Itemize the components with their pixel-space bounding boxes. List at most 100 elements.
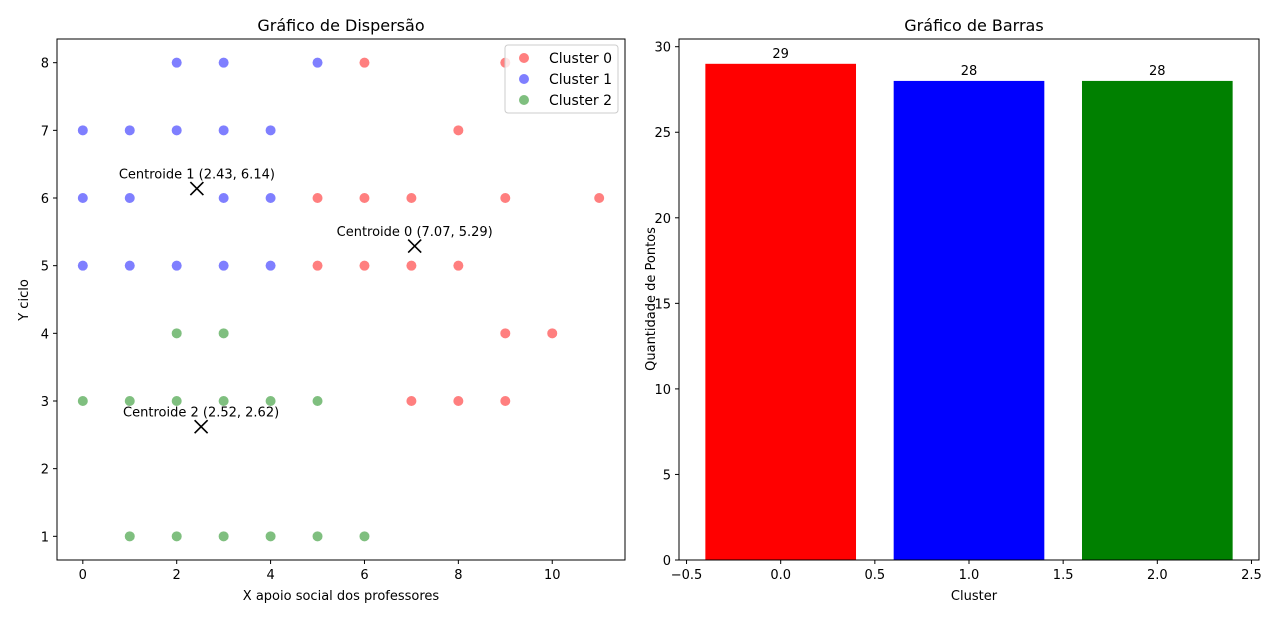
scatter-point-cluster-2 [312,531,323,542]
bar-y-axis-label: Quantidade de Pontos [644,227,659,371]
scatter-point-cluster-2 [171,531,182,542]
scatter-point-cluster-2 [124,531,135,542]
scatter-point-cluster-0 [359,193,370,204]
centroid-marker-2 [194,419,209,434]
bar-x-tick-label: 2.5 [1241,568,1262,583]
scatter-point-cluster-1 [218,193,229,204]
scatter-point-cluster-1 [218,125,229,136]
bar-x-tick-label: 1.0 [959,568,980,583]
scatter-point-cluster-0 [500,328,511,339]
bar-y-tick-label: 15 [654,297,671,312]
scatter-point-cluster-1 [218,260,229,271]
scatter-point-cluster-0 [312,193,323,204]
legend-marker-cluster-2 [519,95,529,105]
scatter-y-tick-label: 3 [41,395,49,410]
centroid-label-0: Centroide 0 (7.07, 5.29) [337,225,493,240]
bar-y-tick-label: 25 [654,126,671,141]
scatter-point-cluster-0 [406,193,417,204]
scatter-point-cluster-1 [124,260,135,271]
scatter-x-tick-label: 6 [360,568,368,583]
bar-y-tick-label: 30 [654,41,671,56]
legend-label-cluster-1: Cluster 1 [549,72,612,88]
scatter-chart: Gráfico de Dispersão Centroide 0 (7.07, … [17,16,626,604]
scatter-point-cluster-1 [265,125,276,136]
scatter-point-cluster-1 [124,125,135,136]
scatter-point-cluster-0 [359,57,370,68]
scatter-x-tick-label: 10 [544,568,561,583]
scatter-point-cluster-0 [453,125,464,136]
scatter-point-cluster-0 [453,260,464,271]
scatter-y-tick-label: 6 [41,192,49,207]
centroid-marker-1 [189,181,204,196]
bar-value-label-cluster-2: 28 [1149,64,1166,79]
scatter-y-tick-label: 2 [41,463,49,478]
bar-x-ticks: −0.5 0.0 0.5 1.0 1.5 2.0 2.5 [671,560,1262,583]
scatter-point-cluster-2 [218,531,229,542]
scatter-point-cluster-2 [265,531,276,542]
bar-x-tick-label: 2.0 [1147,568,1168,583]
scatter-point-cluster-2 [359,531,370,542]
scatter-axes-frame [56,38,626,561]
scatter-point-cluster-1 [124,193,135,204]
bar-y-tick-label: 0 [663,554,671,569]
legend-marker-cluster-0 [519,53,529,63]
scatter-y-tick-label: 7 [41,124,49,139]
scatter-y-tick-label: 8 [41,57,49,72]
scatter-x-tick-label: 2 [173,568,181,583]
legend-marker-cluster-1 [519,74,529,84]
scatter-x-tick-label: 8 [454,568,462,583]
bar-chart: Gráfico de Barras 29 28 28 −0.5 0.0 0.5 1.0 1.… [644,16,1262,604]
scatter-point-cluster-2 [77,395,88,406]
scatter-point-cluster-1 [265,193,276,204]
scatter-point-cluster-1 [171,260,182,271]
scatter-x-ticks: 0 2 4 6 8 10 [79,560,561,583]
scatter-x-axis-label: X apoio social dos professores [243,589,440,604]
bar-y-ticks: 0 5 10 15 20 25 30 [654,41,679,569]
scatter-x-tick-label: 0 [79,568,87,583]
scatter-point-cluster-1 [218,57,229,68]
scatter-title: Gráfico de Dispersão [257,16,424,35]
bar-x-tick-label: 0.5 [865,568,886,583]
scatter-point-cluster-0 [594,193,605,204]
scatter-y-tick-label: 1 [41,530,49,545]
bar-rects [705,63,1233,561]
scatter-y-ticks: 1 2 3 4 5 6 7 8 [41,57,57,545]
scatter-point-cluster-2 [265,395,276,406]
bar-cluster-2 [1081,80,1233,560]
bar-cluster-0 [705,63,857,561]
scatter-point-cluster-2 [171,395,182,406]
bar-value-label-cluster-0: 29 [772,47,789,62]
legend-frame [504,44,619,114]
scatter-y-tick-label: 5 [41,260,49,275]
scatter-point-cluster-0 [547,328,558,339]
scatter-point-cluster-1 [265,260,276,271]
scatter-legend: Cluster 0 Cluster 1 Cluster 2 [504,44,619,114]
scatter-point-cluster-1 [77,125,88,136]
scatter-points [77,57,605,542]
scatter-point-cluster-0 [500,193,511,204]
scatter-y-axis-label: Y ciclo [17,279,32,322]
scatter-x-tick-label: 4 [266,568,274,583]
scatter-point-cluster-1 [171,57,182,68]
centroid-label-2: Centroide 2 (2.52, 2.62) [123,406,279,421]
bar-x-tick-label: 0.0 [770,568,791,583]
scatter-point-cluster-0 [359,260,370,271]
bar-y-tick-label: 10 [654,383,671,398]
bar-cluster-1 [893,80,1045,560]
scatter-point-cluster-0 [312,260,323,271]
centroid-marker-0 [407,238,422,254]
bar-x-axis-label: Cluster [951,589,998,604]
scatter-point-cluster-0 [453,395,464,406]
bar-title: Gráfico de Barras [904,16,1043,35]
bar-x-tick-label: −0.5 [671,568,703,583]
scatter-point-cluster-2 [124,395,135,406]
scatter-point-cluster-1 [171,125,182,136]
scatter-y-tick-label: 4 [41,327,49,342]
bar-y-tick-label: 20 [654,212,671,227]
scatter-point-cluster-2 [218,395,229,406]
scatter-point-cluster-2 [218,328,229,339]
scatter-point-cluster-1 [312,57,323,68]
scatter-point-cluster-1 [77,260,88,271]
